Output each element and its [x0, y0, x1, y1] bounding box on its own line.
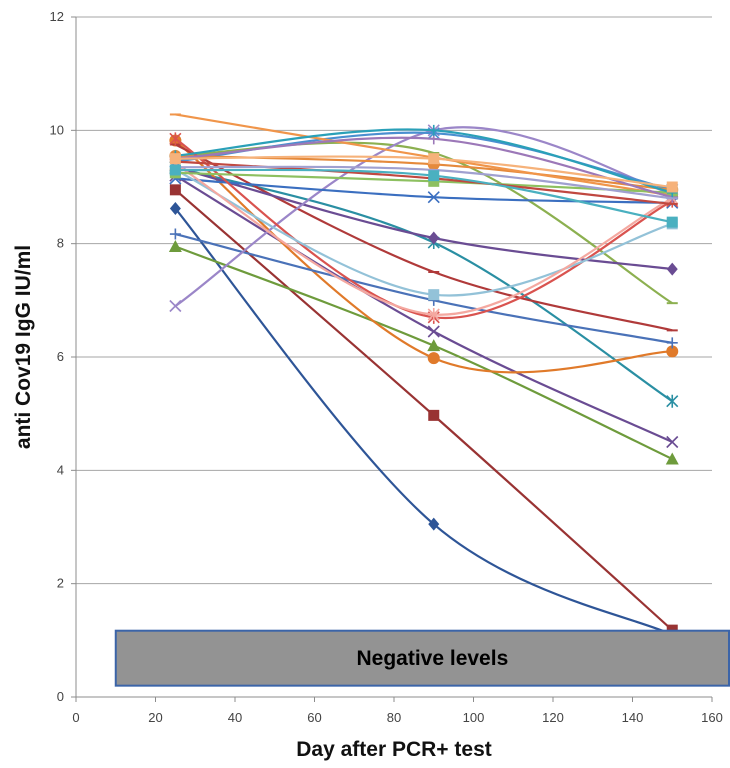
- negative-levels-band: Negative levels: [114, 629, 730, 687]
- x-tick-label: 60: [307, 710, 321, 725]
- series-8: [169, 143, 678, 332]
- data-point-marker: [666, 216, 678, 228]
- y-tick-label: 2: [57, 576, 64, 591]
- data-point-marker: [428, 153, 440, 165]
- data-point-marker: [427, 352, 440, 365]
- y-tick-label: 4: [57, 462, 64, 477]
- series-line: [174, 139, 673, 374]
- data-point-marker: [427, 191, 440, 204]
- x-tick-label: 140: [622, 710, 644, 725]
- data-point-marker: [428, 409, 440, 421]
- data-point-marker: [169, 164, 181, 176]
- data-point-marker: [427, 325, 440, 338]
- series-group: [168, 113, 679, 642]
- data-point-marker: [168, 240, 182, 252]
- series-6: [169, 134, 679, 374]
- y-tick-label: 12: [50, 9, 64, 24]
- y-tick-label: 10: [50, 122, 64, 137]
- data-point-marker: [665, 452, 679, 465]
- data-point-marker: [169, 299, 182, 313]
- y-tick-label: 0: [57, 689, 64, 704]
- axes: [71, 16, 713, 702]
- data-point-marker: [169, 153, 181, 165]
- data-point-marker: [666, 337, 678, 349]
- x-tick-label: 40: [228, 710, 242, 725]
- series-line: [174, 126, 673, 307]
- data-point-marker: [428, 124, 440, 136]
- x-axis-title: Day after PCR+ test: [296, 738, 492, 761]
- series-line: [175, 177, 673, 204]
- data-point-marker: [169, 132, 182, 146]
- x-tick-label: 120: [542, 710, 564, 725]
- data-point-marker: [666, 262, 678, 276]
- y-axis-title: anti Cov19 IgG IU/ml: [12, 245, 35, 449]
- series-16: [169, 132, 679, 324]
- gridlines: [76, 16, 712, 698]
- series-23: [169, 153, 678, 193]
- series-7: [169, 228, 678, 349]
- data-point-marker: [428, 231, 440, 245]
- series-line: [174, 207, 673, 636]
- x-tick-label: 0: [72, 710, 79, 725]
- data-point-marker: [169, 202, 181, 216]
- y-tick-label: 8: [57, 236, 64, 251]
- series-3: [168, 240, 679, 465]
- series-25: [169, 164, 678, 228]
- x-tick-label: 80: [387, 710, 401, 725]
- data-point-marker: [666, 181, 678, 193]
- data-point-marker: [428, 175, 440, 187]
- negative-levels-label: Negative levels: [356, 647, 508, 670]
- data-point-marker: [666, 394, 679, 408]
- series-line: [175, 155, 673, 189]
- data-point-marker: [169, 184, 181, 196]
- x-tick-label: 160: [701, 710, 723, 725]
- data-point-marker: [666, 345, 679, 358]
- data-point-marker: [666, 435, 679, 449]
- series-line: [174, 174, 673, 443]
- y-tick-label: 6: [57, 349, 64, 364]
- x-tick-label: 100: [463, 710, 485, 725]
- data-point-marker: [169, 228, 181, 240]
- data-point-marker: [427, 339, 441, 352]
- x-tick-label: 20: [148, 710, 162, 725]
- data-point-marker: [428, 517, 440, 531]
- data-point-marker: [428, 170, 440, 182]
- data-point-marker: [428, 289, 440, 301]
- series-11: [169, 124, 679, 313]
- negative-levels-box: [114, 629, 730, 687]
- data-point-marker: [427, 308, 440, 321]
